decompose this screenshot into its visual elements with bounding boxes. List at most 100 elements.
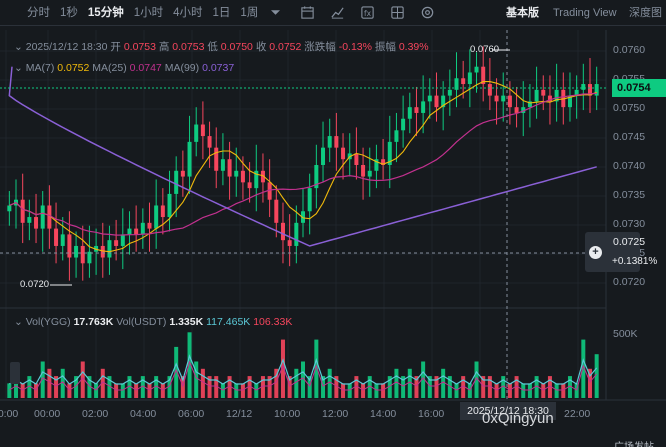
high-label: 高 xyxy=(158,41,170,53)
volume-bar xyxy=(401,376,406,398)
candle-body xyxy=(514,107,519,113)
volume-bar xyxy=(40,361,45,398)
collapse-chevron-icon[interactable]: ⌄ xyxy=(14,41,23,53)
volume-bar xyxy=(14,376,19,398)
view-basic-button[interactable]: 基本版 xyxy=(506,7,539,19)
candle-body xyxy=(307,188,312,212)
price-axis-label: 0.0750 xyxy=(613,102,646,114)
volume-bar xyxy=(174,346,179,398)
candle-body xyxy=(174,170,179,194)
candle-body xyxy=(27,217,32,223)
volume-bar xyxy=(587,368,592,398)
candle-body xyxy=(200,124,205,137)
candle-body xyxy=(247,182,252,189)
candle-body xyxy=(454,78,459,90)
candle-body xyxy=(80,245,85,264)
candle-body xyxy=(127,228,132,235)
volume-bar xyxy=(561,383,566,398)
timeframe-tab[interactable]: 4小时 xyxy=(173,6,203,19)
volume-bar xyxy=(287,376,292,398)
candle-body xyxy=(421,101,426,113)
timeframe-tab[interactable]: 1周 xyxy=(240,6,259,19)
candle-body xyxy=(474,66,479,73)
vol-ma1-value: 117.465K xyxy=(206,316,251,328)
change-label: 涨跌幅 xyxy=(304,41,336,53)
add-alert-plus-icon[interactable]: + xyxy=(589,246,602,259)
collapse-chevron-icon[interactable]: ⌄ xyxy=(14,316,23,328)
candle-body xyxy=(321,147,326,165)
candle-body xyxy=(67,234,72,258)
volume-bar xyxy=(100,368,105,398)
view-depth-button[interactable]: 深度图 xyxy=(629,7,662,19)
volume-bar xyxy=(441,368,446,398)
vol-value: 17.763K xyxy=(73,316,114,328)
candle-body xyxy=(487,84,492,96)
collapse-chevron-icon[interactable]: ⌄ xyxy=(14,62,23,74)
volume-bar xyxy=(267,376,272,398)
candle-body xyxy=(194,124,199,142)
crosshair-price-tag[interactable]: + 0.0725 +0.1381% xyxy=(585,232,657,272)
candle-body xyxy=(527,101,532,108)
timeframe-tab[interactable]: 1日 xyxy=(212,6,231,19)
view-tradingview-button[interactable]: Trading View xyxy=(553,7,617,19)
timeframe-tab[interactable]: 1秒 xyxy=(60,6,78,19)
volume-bar xyxy=(134,383,139,398)
candle-body xyxy=(467,72,472,85)
candle-body xyxy=(381,159,386,165)
volume-bar xyxy=(547,376,552,398)
volume-bar xyxy=(394,368,399,398)
price-axis-label: 0.0760 xyxy=(613,44,646,56)
author-watermark: 0xQingyun xyxy=(482,410,554,427)
candle-body xyxy=(501,95,506,102)
indicator-chart-icon[interactable] xyxy=(325,0,349,26)
candle-body xyxy=(434,95,439,108)
timeframe-tab[interactable]: 分时 xyxy=(27,6,50,19)
time-axis-label: 14:00 xyxy=(370,408,397,420)
candle-body xyxy=(160,205,165,218)
ma25-line xyxy=(9,92,597,236)
candle-body xyxy=(180,170,185,177)
ma25-label: MA(25) xyxy=(92,62,127,74)
candle-body xyxy=(441,95,446,108)
change-value: -0.13% xyxy=(338,41,372,53)
candle-body xyxy=(334,136,339,148)
formula-icon[interactable]: fx xyxy=(355,0,379,26)
candle-body xyxy=(240,170,245,183)
volume-bar xyxy=(581,339,586,398)
timeframe-tab[interactable]: 15分钟 xyxy=(87,6,124,19)
candle-body xyxy=(521,107,526,113)
candle-body xyxy=(47,205,52,229)
volume-bar xyxy=(414,376,419,398)
volume-bar xyxy=(321,376,326,398)
volume-bar xyxy=(481,376,486,398)
ma99-label: MA(99) xyxy=(164,62,200,74)
calendar-icon[interactable] xyxy=(295,0,319,26)
volume-bar xyxy=(47,368,52,398)
candle-body xyxy=(407,107,412,119)
candle-body xyxy=(367,170,372,177)
timeframe-tab[interactable]: 1小时 xyxy=(133,6,164,19)
settings-icon[interactable] xyxy=(415,0,439,26)
candle-body xyxy=(401,118,406,131)
volume-bar xyxy=(407,368,412,398)
volume-bar xyxy=(361,383,366,398)
volume-bar xyxy=(534,376,539,398)
time-axis-label: 12:00 xyxy=(322,408,349,420)
more-timeframes-chevron-icon[interactable] xyxy=(263,0,287,26)
candle-body xyxy=(154,205,159,229)
candle-body xyxy=(287,240,292,246)
current-price-tag: 0.0754 xyxy=(612,79,666,97)
volume-bar xyxy=(381,383,386,398)
volume-bar xyxy=(347,383,352,398)
candle-body xyxy=(54,228,59,246)
volume-bar xyxy=(294,368,299,398)
vol-ma2-value: 106.33K xyxy=(253,316,293,328)
candle-body xyxy=(354,153,359,165)
layout-grid-icon[interactable] xyxy=(385,0,409,26)
volume-bar xyxy=(307,376,312,398)
volume-bar xyxy=(27,376,32,398)
volume-bar xyxy=(467,383,472,398)
candle-body xyxy=(547,95,552,102)
volume-bar xyxy=(554,383,559,398)
